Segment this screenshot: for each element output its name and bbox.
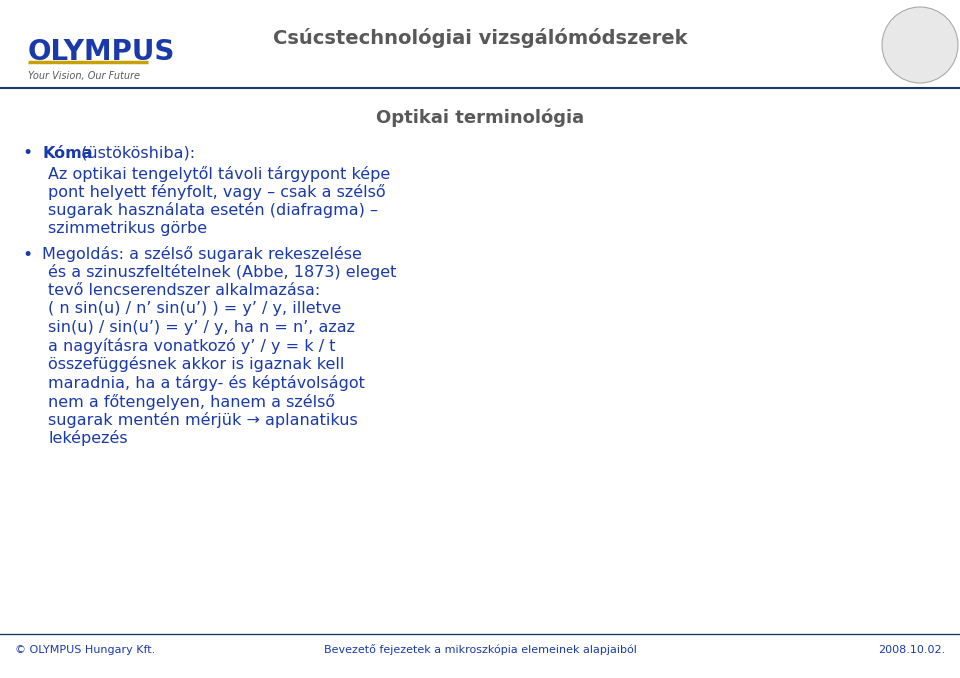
Text: © OLYMPUS Hungary Kft.: © OLYMPUS Hungary Kft. [15,645,156,655]
Text: (üstököshiba):: (üstököshiba): [76,146,195,161]
Text: sugarak mentén mérjük → aplanatikus: sugarak mentén mérjük → aplanatikus [48,412,358,428]
Text: tevő lencserendszer alkalmazása:: tevő lencserendszer alkalmazása: [48,283,321,298]
Text: összefüggésnek akkor is igaznak kell: összefüggésnek akkor is igaznak kell [48,357,345,372]
Text: leképezés: leképezés [48,431,128,447]
Text: •: • [22,245,33,264]
Text: Your Vision, Our Future: Your Vision, Our Future [28,71,140,81]
Text: Bevezető fejezetek a mikroszkópia elemeinek alapjaiból: Bevezető fejezetek a mikroszkópia elemei… [324,645,636,656]
Text: ( n sin(u) / n’ sin(u’) ) = y’ / y, illetve: ( n sin(u) / n’ sin(u’) ) = y’ / y, ille… [48,302,341,317]
Text: OLYMPUS: OLYMPUS [28,38,176,66]
Text: szimmetrikus görbe: szimmetrikus görbe [48,222,207,237]
Text: sin(u) / sin(u’) = y’ / y, ha n = n’, azaz: sin(u) / sin(u’) = y’ / y, ha n = n’, az… [48,320,355,335]
Text: •: • [22,144,33,162]
Text: és a szinuszfeltételnek (Abbe, 1873) eleget: és a szinuszfeltételnek (Abbe, 1873) ele… [48,264,396,280]
Text: Kóma: Kóma [42,146,92,161]
Text: Megoldás: a szélső sugarak rekeszelése: Megoldás: a szélső sugarak rekeszelése [42,247,362,262]
Text: 2008.10.02.: 2008.10.02. [877,645,945,655]
Text: maradnia, ha a tárgy- és képtávolságot: maradnia, ha a tárgy- és képtávolságot [48,375,365,391]
Text: Csúcstechnológiai vizsgálómódszerek: Csúcstechnológiai vizsgálómódszerek [273,28,687,48]
Text: Optikai terminológia: Optikai terminológia [376,108,584,127]
Text: Az optikai tengelytől távoli tárgypont képe: Az optikai tengelytől távoli tárgypont k… [48,165,391,182]
Text: sugarak használata esetén (diafragma) –: sugarak használata esetén (diafragma) – [48,203,378,218]
Text: pont helyett fényfolt, vagy – csak a szélső: pont helyett fényfolt, vagy – csak a szé… [48,184,386,200]
Circle shape [882,7,958,83]
Text: a nagyításra vonatkozó y’ / y = k / t: a nagyításra vonatkozó y’ / y = k / t [48,338,335,354]
Text: nem a főtengelyen, hanem a szélső: nem a főtengelyen, hanem a szélső [48,393,335,410]
